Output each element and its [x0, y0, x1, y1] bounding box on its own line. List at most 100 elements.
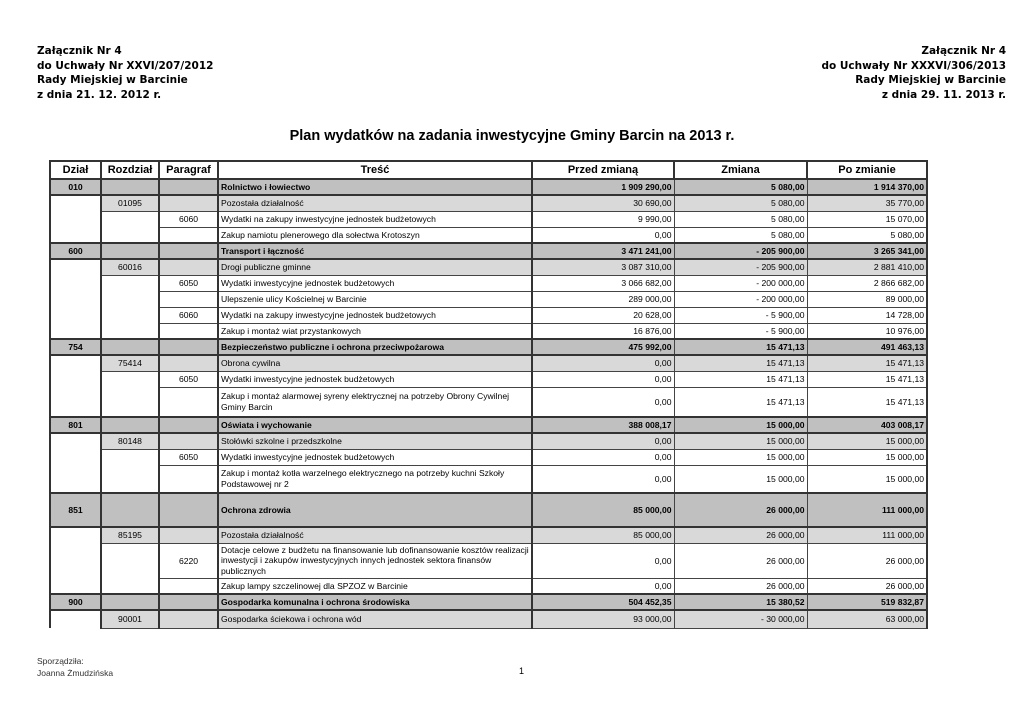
zmiana-cell: 15 471,13: [673, 386, 808, 418]
zmiana-cell: 26 000,00: [673, 577, 808, 595]
dzial-cell: 600: [49, 242, 102, 260]
dzial-cell: [49, 465, 102, 493]
zmiana-cell: 5 080,00: [673, 194, 808, 212]
dzial-cell: [49, 323, 102, 339]
dzial-cell: 801: [49, 416, 102, 434]
tresc-cell: Pozostała działalność: [217, 526, 533, 544]
table-row-chapter: 01095 Pozostała działalność 30 690,00 5 080…: [49, 194, 928, 212]
table-row-item: Zakup i montaż alarmowej syreny elektryc…: [49, 386, 928, 418]
paragraf-cell: [158, 464, 219, 494]
rozdzial-cell: [100, 465, 160, 493]
po-zmianie-cell: 3 265 341,00: [806, 242, 928, 260]
tresc-cell: Bezpieczeństwo publiczne i ochrona przec…: [217, 338, 533, 356]
zmiana-cell: 15 000,00: [673, 432, 808, 450]
header-right-line: do Uchwały Nr XXXVI/306/2013: [821, 59, 1006, 72]
rozdzial-cell: 60016: [100, 258, 160, 276]
dzial-cell: [49, 211, 102, 227]
paragraf-cell: [158, 290, 219, 308]
table-row-para: 6220 Dotacje celowe z budżetu na finansow…: [49, 542, 928, 579]
table-row-section: 600 Transport i łączność 3 471 241,00- 205…: [49, 242, 928, 260]
tresc-cell: Oświata i wychowanie: [217, 416, 533, 434]
po-zmianie-cell: 1 914 370,00: [806, 178, 928, 196]
zmiana-cell: - 205 900,00: [673, 258, 808, 276]
tresc-cell: Zakup namiotu plenerowego dla sołectwa K…: [217, 226, 533, 244]
tresc-cell: Wydatki na zakupy inwestycyjne jednostek…: [217, 306, 533, 324]
przed-zmiana-cell: 0,00: [531, 354, 675, 372]
rozdzial-cell: [100, 338, 160, 356]
table-row-section: 010 Rolnictwo i łowiectwo 1 909 290,00 5 08…: [49, 178, 928, 196]
paragraf-cell: [158, 577, 219, 595]
footer-signature: Sporządziła: Joanna Żmudzińska: [37, 655, 113, 679]
po-zmianie-cell: 15 471,13: [806, 370, 928, 388]
paragraf-cell: 6050: [158, 448, 219, 466]
paragraf-cell: 6050: [158, 274, 219, 292]
zmiana-cell: - 200 000,00: [673, 274, 808, 292]
tresc-cell: Zakup i montaż kotła warzelnego elektryc…: [217, 464, 533, 494]
footer-label: Sporządziła:: [37, 656, 84, 666]
paragraf-cell: [158, 258, 219, 276]
zmiana-cell: - 5 900,00: [673, 322, 808, 340]
po-zmianie-cell: 111 000,00: [806, 492, 928, 528]
przed-zmiana-cell: 0,00: [531, 386, 675, 418]
table-row-chapter: 90001 Gospodarka ściekowa i ochrona wód 93…: [49, 609, 928, 629]
header-right-line: z dnia 29. 11. 2013 r.: [881, 88, 1006, 101]
table-row-item: Ulepszenie ulicy Kościelnej w Barcinie 28…: [49, 290, 928, 308]
paragraf-cell: [158, 432, 219, 450]
dzial-cell: [49, 371, 102, 387]
zmiana-cell: 5 080,00: [673, 210, 808, 228]
dzial-cell: [49, 275, 102, 291]
header-right-line: Załącznik Nr 4: [921, 45, 1006, 57]
dzial-cell: 010: [49, 178, 102, 196]
rozdzial-cell: [100, 371, 160, 387]
dzial-cell: [49, 291, 102, 307]
tresc-cell: Dotacje celowe z budżetu na finansowanie…: [217, 542, 533, 579]
paragraf-cell: [158, 593, 219, 611]
tresc-cell: Wydatki inwestycyjne jednostek budżetowy…: [217, 448, 533, 466]
table-row-section: 754 Bezpieczeństwo publiczne i ochrona pr…: [49, 338, 928, 356]
po-zmianie-cell: 26 000,00: [806, 577, 928, 595]
zmiana-cell: - 30 000,00: [673, 609, 808, 629]
przed-zmiana-cell: 16 876,00: [531, 322, 675, 340]
col-header-przed-zmiana: Przed zmianą: [531, 160, 675, 180]
przed-zmiana-cell: 3 066 682,00: [531, 274, 675, 292]
tresc-cell: Drogi publiczne gminne: [217, 258, 533, 276]
zmiana-cell: - 5 900,00: [673, 306, 808, 324]
tresc-cell: Zakup i montaż wiat przystankowych: [217, 322, 533, 340]
col-header-dzial: Dział: [49, 160, 102, 180]
table-row-para: 6060 Wydatki na zakupy inwestycyjne jedno…: [49, 306, 928, 324]
paragraf-cell: [158, 322, 219, 340]
paragraf-cell: [158, 492, 219, 528]
paragraf-cell: [158, 178, 219, 196]
przed-zmiana-cell: 20 628,00: [531, 306, 675, 324]
dzial-cell: [49, 527, 102, 543]
zmiana-cell: 15 380,52: [673, 593, 808, 611]
table-header-row: Dział Rozdział Paragraf Treść Przed zmia…: [49, 160, 928, 180]
po-zmianie-cell: 15 000,00: [806, 448, 928, 466]
table-row-section: 851 Ochrona zdrowia 85 000,00 26 000,00 111 …: [49, 492, 928, 528]
rozdzial-cell: [100, 593, 160, 611]
rozdzial-cell: [100, 323, 160, 339]
table-row-chapter: 85195 Pozostała działalność 85 000,00 26 00…: [49, 526, 928, 544]
paragraf-cell: [158, 609, 219, 629]
po-zmianie-cell: 35 770,00: [806, 194, 928, 212]
zmiana-cell: 26 000,00: [673, 542, 808, 579]
przed-zmiana-cell: 289 000,00: [531, 290, 675, 308]
document-title: Plan wydatków na zadania inwestycyjne Gm…: [289, 128, 735, 144]
rozdzial-cell: [100, 178, 160, 196]
paragraf-cell: [158, 242, 219, 260]
po-zmianie-cell: 491 463,13: [806, 338, 928, 356]
header-left-line: z dnia 21. 12. 2012 r.: [37, 88, 162, 101]
table-row-section: 801 Oświata i wychowanie 388 008,17 15 000,…: [49, 416, 928, 434]
paragraf-cell: 6060: [158, 306, 219, 324]
po-zmianie-cell: 26 000,00: [806, 542, 928, 579]
page-number: 1: [519, 666, 525, 676]
zmiana-cell: 15 000,00: [673, 448, 808, 466]
header-left-line: Rady Miejskiej w Barcinie: [37, 74, 188, 86]
po-zmianie-cell: 10 976,00: [806, 322, 928, 340]
po-zmianie-cell: 111 000,00: [806, 526, 928, 544]
zmiana-cell: 5 080,00: [673, 226, 808, 244]
table-row-section: 900 Gospodarka komunalna i ochrona środow…: [49, 593, 928, 611]
dzial-cell: 900: [49, 593, 102, 611]
po-zmianie-cell: 63 000,00: [806, 609, 928, 629]
dzial-cell: 851: [49, 492, 102, 528]
